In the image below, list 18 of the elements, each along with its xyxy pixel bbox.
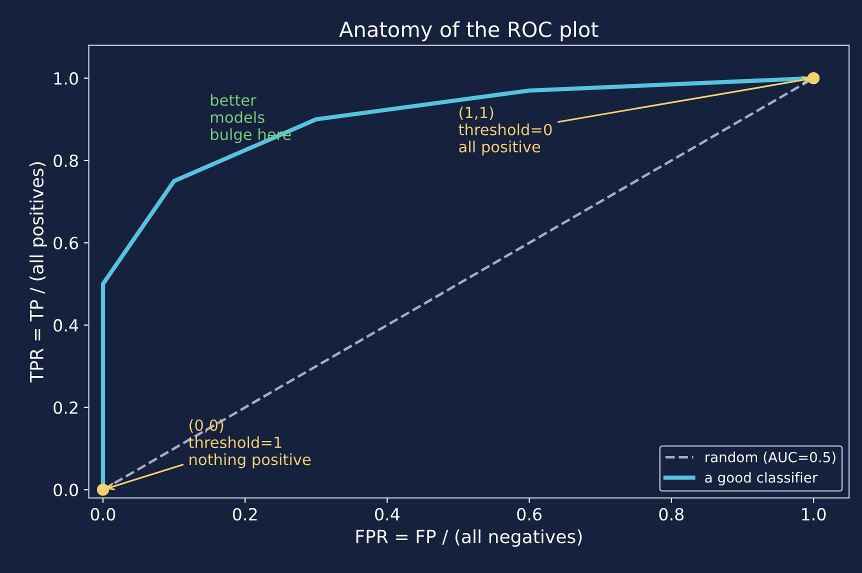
x-tick-label: 0.4 [375,508,400,521]
x-tick-label: 0.6 [517,508,542,521]
annotation: (1,1) threshold=0 all positive [458,106,552,156]
y-tick-label: 1.0 [54,72,78,85]
x-tick-label: 1.0 [802,508,826,521]
x-tick-label: 0.2 [232,508,257,521]
y-tick-label: 0.8 [54,154,78,168]
chart-title: Anatomy of the ROC plot [339,21,598,42]
y-tick-label: 0.6 [54,236,78,250]
x-tick-label: 0.8 [659,508,684,521]
y-tick-label: 0.4 [54,319,78,332]
y-axis-title: TPR = TP / (all positives) [30,162,48,383]
legend-label: a good classifier [705,472,818,486]
legend-label: random (AUC=0.5) [706,452,836,464]
x-tick-label: 0.0 [90,508,116,521]
y-tick-label: 0.0 [54,484,78,496]
y-tick-label: 0.2 [54,401,78,414]
x-axis-title: FPR = FP / (all negatives) [356,529,582,547]
